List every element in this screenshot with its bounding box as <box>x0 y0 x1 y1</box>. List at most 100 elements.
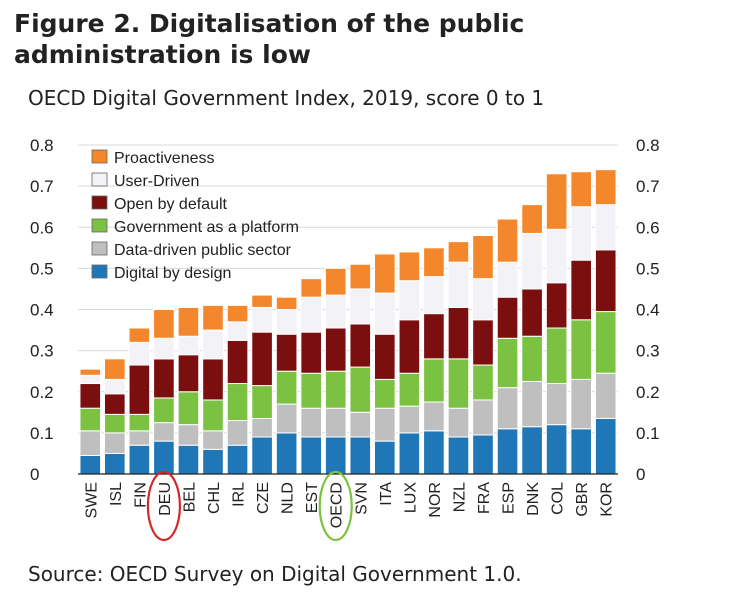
bar-segment <box>570 378 592 430</box>
legend-label: Proactiveness <box>114 150 215 167</box>
x-tick-label: GBR <box>574 482 591 517</box>
bar-segment <box>251 294 273 308</box>
bar-segment <box>300 407 322 438</box>
y-tick-label-right: 0.5 <box>636 259 660 278</box>
bar-segment <box>104 358 126 380</box>
x-tick-label: LUX <box>402 482 419 513</box>
legend-swatch <box>91 149 108 164</box>
bar-segment <box>226 420 249 446</box>
x-tick-label: FIN <box>132 482 149 508</box>
bar-segment <box>104 393 126 415</box>
bar-segment <box>251 385 273 419</box>
bar-segment <box>177 335 200 356</box>
bar-segment <box>104 432 126 454</box>
y-tick-label-left: 0.3 <box>30 342 54 361</box>
legend-swatch <box>91 241 108 256</box>
legend-label: Digital by design <box>114 265 231 282</box>
bar-segment <box>374 333 396 380</box>
bar-segment <box>423 358 445 403</box>
bar-segment <box>447 306 470 360</box>
y-tick-label-right: 0.3 <box>636 342 660 361</box>
bar-segment <box>300 436 322 475</box>
bar-segment <box>275 370 298 405</box>
bar-segment <box>570 319 592 380</box>
x-tick-label: ISL <box>108 482 125 506</box>
bar-segment <box>447 358 470 409</box>
x-tick-label: DNK <box>525 482 542 516</box>
bar-segment <box>521 335 543 382</box>
bar-segment <box>374 253 396 294</box>
bar-segment <box>275 403 298 434</box>
bar-segment <box>570 206 592 261</box>
legend-swatch <box>91 264 108 279</box>
bar-segment <box>275 296 298 311</box>
bar-segment <box>153 337 175 360</box>
bar-segment <box>472 434 494 475</box>
bar-segment <box>324 267 347 296</box>
bar-segment <box>275 333 298 372</box>
bar-segment <box>521 288 543 337</box>
bar-segment <box>202 430 224 450</box>
bar-segment <box>545 424 568 475</box>
bar-segment <box>226 321 249 341</box>
bar-segment <box>104 452 126 475</box>
bar-segment <box>226 383 249 422</box>
bar-segment <box>374 440 396 475</box>
bar-segment <box>374 292 396 335</box>
bar-segment <box>324 327 347 372</box>
bar-segment <box>521 232 543 290</box>
bar-segment <box>496 387 519 430</box>
y-tick-label-right: 0.8 <box>636 136 660 155</box>
bar-segment <box>374 407 396 442</box>
bar-segment <box>202 304 224 331</box>
bar-segment <box>423 247 445 278</box>
bar-segment <box>594 204 617 251</box>
bar-segment <box>128 413 151 432</box>
y-tick-label-right: 0.4 <box>636 301 660 320</box>
x-tick-label: ESP <box>501 482 518 514</box>
bar-segment <box>374 378 396 409</box>
legend: Proactiveness User-Driven Open by default G… <box>91 149 299 282</box>
bar-segment <box>594 311 617 374</box>
bar-segment <box>251 331 273 387</box>
y-tick-label-left: 0.7 <box>30 177 54 196</box>
x-tick-label: ITA <box>378 482 395 506</box>
x-tick-label: SWE <box>83 482 100 518</box>
bar-segment <box>521 426 543 475</box>
x-tick-label: COL <box>550 482 567 515</box>
bar-segment <box>226 339 249 385</box>
bar-segment <box>300 296 322 333</box>
bar-segment <box>202 399 224 432</box>
legend-label: Data-driven public sector <box>114 242 292 259</box>
bar-segment <box>349 411 372 438</box>
bars-group <box>79 169 617 475</box>
bar-segment <box>594 249 617 313</box>
axes-group: 0 0 0.1 0.1 0.2 0.2 0.3 0.3 0.4 0.4 0.5 0.5 0.6 0.6 0.… <box>30 136 660 528</box>
bar-segment <box>349 323 372 368</box>
bar-segment <box>251 306 273 333</box>
bar-segment <box>472 278 494 321</box>
bar-segment <box>496 428 519 475</box>
bar-segment <box>324 370 347 409</box>
bar-segment <box>202 448 224 475</box>
bar-segment <box>79 407 102 432</box>
bar-segment <box>496 296 519 339</box>
bar-segment <box>398 405 421 434</box>
bar-segment <box>545 327 568 385</box>
x-tick-label: FRA <box>476 482 493 514</box>
bar-segment <box>472 234 494 280</box>
bar-segment <box>128 444 151 475</box>
chart-subtitle: OECD Digital Government Index, 2019, sco… <box>28 86 545 110</box>
x-tick-label: NLD <box>280 482 297 514</box>
bar-segment <box>202 358 224 401</box>
y-tick-label-right: 0 <box>636 465 645 484</box>
x-tick-label: KOR <box>599 482 616 517</box>
bar-segment <box>300 331 322 374</box>
bar-segment <box>324 407 347 438</box>
bar-segment <box>79 454 102 475</box>
bar-segment <box>324 294 347 329</box>
bar-segment <box>496 337 519 389</box>
y-tick-label-right: 0.1 <box>636 424 660 443</box>
bar-segment <box>521 204 543 234</box>
